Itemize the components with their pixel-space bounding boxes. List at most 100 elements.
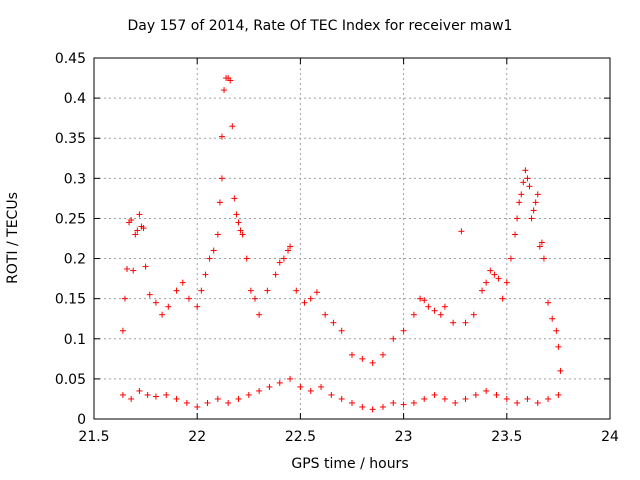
data-point [132,231,139,238]
data-point [239,231,246,238]
data-point [198,287,205,294]
grid-lines [94,58,610,419]
data-point [194,303,201,310]
data-point [322,311,329,318]
data-point [163,391,170,398]
data-point [349,399,355,406]
data-point [202,271,209,278]
data-point [297,383,304,390]
plot-frame [93,57,611,420]
data-point [293,287,300,294]
data-point [349,351,355,358]
data-point [503,395,510,402]
data-point [218,133,225,140]
data-point [264,287,271,294]
data-point [185,295,192,302]
data-point [379,351,386,358]
data-point [359,403,366,410]
data-point [307,387,314,394]
data-point [221,87,228,94]
data-point [121,295,128,302]
data-point [119,327,126,334]
data-point [225,399,232,406]
data-point [280,255,287,262]
data-point [124,265,131,272]
data-point [499,295,506,302]
y-tick-label: 0.15 [55,292,86,308]
x-tick-label: 23 [395,429,413,445]
data-point [421,297,428,304]
data-point [237,227,244,234]
data-point [206,255,213,262]
data-point [536,243,543,250]
data-point [152,299,159,306]
data-point [431,307,438,314]
data-point [421,395,428,402]
data-point [146,291,153,298]
data-point [483,279,490,286]
data-point [144,391,151,398]
y-tick-label: 0.45 [55,51,86,67]
data-point [251,295,258,302]
x-tick-label: 23.5 [491,429,522,445]
data-point [130,267,137,274]
y-tick-label: 0.3 [64,171,86,187]
data-point [458,228,465,235]
data-point [119,391,126,398]
data-point [549,315,556,322]
data-point [214,231,221,238]
data-point [136,387,143,394]
data-points [119,75,564,413]
data-point [512,231,519,238]
data-point [532,199,539,206]
data-point [276,379,283,386]
x-tick-label: 21.5 [78,429,109,445]
data-point [400,327,407,334]
data-point [369,406,376,413]
data-point [516,199,523,206]
data-point [359,355,366,362]
data-point [338,327,345,334]
y-tick-label: 0.35 [55,131,86,147]
data-point [173,287,180,294]
y-tick-label: 0.25 [55,211,86,227]
data-point [256,311,263,318]
data-point [287,243,294,250]
data-point [555,343,562,350]
data-point [528,215,535,222]
data-point [534,399,541,406]
chart-title: Day 157 of 2014, Rate Of TEC Index for r… [127,18,513,34]
data-point [441,395,448,402]
data-point [379,403,386,410]
data-point [134,227,141,234]
data-point [204,399,211,406]
data-point [233,211,240,218]
data-point [400,401,407,408]
data-point [431,391,438,398]
data-point [313,289,320,296]
y-tick-label: 0.1 [64,332,86,348]
data-point [165,303,172,310]
data-point [218,175,225,182]
data-point [524,175,531,182]
x-axis-label: GPS time / hours [291,456,409,472]
data-point [410,311,417,318]
data-point [514,399,521,406]
data-point [520,179,527,186]
data-point [450,319,457,326]
data-point [425,303,432,310]
data-point [369,359,376,366]
data-point [276,259,283,266]
data-point [229,123,236,130]
data-point [472,391,479,398]
y-tick-label: 0.05 [55,372,86,388]
data-point [507,255,514,262]
data-point [545,299,552,306]
y-tick-label: 0.4 [64,91,86,107]
data-point [514,215,521,222]
data-point [530,207,537,214]
data-point [483,387,490,394]
data-point [538,239,545,246]
data-point [272,271,279,278]
